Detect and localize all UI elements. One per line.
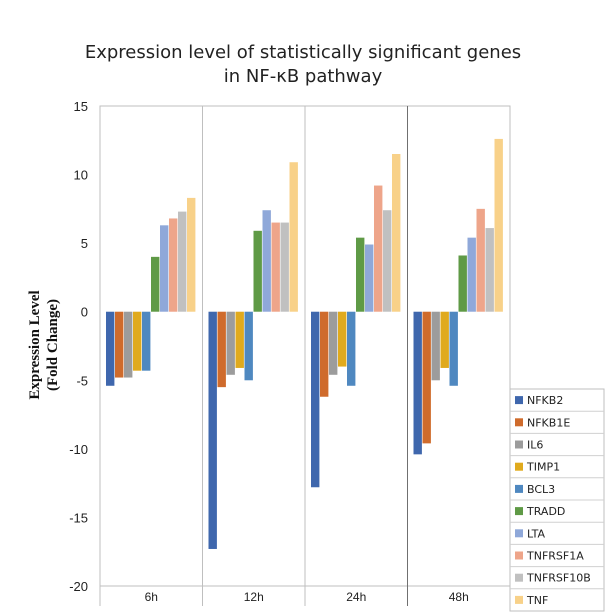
bar-lta-6h	[160, 225, 169, 312]
legend-swatch-bcl3	[515, 484, 523, 493]
bar-nfkb1e-6h	[115, 311, 124, 378]
bar-tnf-48h	[494, 138, 503, 312]
bar-tnf-12h	[289, 162, 298, 312]
legend-swatch-timp1	[515, 462, 523, 471]
legend-swatch-tnfrsf1a	[515, 551, 523, 560]
legend-label-tnf: TNF	[526, 594, 548, 607]
bar-bcl3-48h	[449, 311, 458, 386]
bar-bcl3-24h	[347, 311, 356, 386]
x-tick-label: 24h	[346, 590, 366, 604]
bar-nfkb1e-48h	[422, 311, 431, 444]
y-tick-label: -20	[69, 579, 88, 594]
bar-nfkb2-12h	[208, 311, 217, 549]
legend-label-timp1: TIMP1	[526, 461, 560, 474]
legend-swatch-tradd	[515, 507, 523, 516]
legend-swatch-il6	[515, 440, 523, 449]
legend: NFKB2 NFKB1E IL6 TIMP1 BCL3 TRADD LTA TNFRSF1A T…	[509, 388, 605, 612]
legend-swatch-nfkb1e	[515, 418, 523, 427]
bar-bcl3-6h	[142, 311, 151, 371]
legend-swatch-tnf	[515, 595, 523, 604]
bar-il6-48h	[431, 311, 440, 381]
legend-label-bcl3: BCL3	[527, 483, 555, 496]
y-tick-label: -5	[76, 373, 88, 388]
legend-swatch-nfkb2	[515, 396, 523, 405]
y-tick-label: 5	[81, 236, 88, 251]
x-tick-label: 6h	[145, 590, 158, 604]
bar-nfkb1e-24h	[320, 311, 329, 397]
legend-label-tnfrsf10b: TNFRSF10B	[526, 572, 591, 585]
bar-il6-24h	[329, 311, 338, 375]
bar-tnf-6h	[187, 197, 196, 312]
bar-il6-12h	[226, 311, 235, 375]
y-axis-label-line-1: Expression Level	[27, 290, 43, 399]
y-tick-label: 0	[81, 305, 88, 320]
legend-label-tradd: TRADD	[526, 505, 565, 518]
y-tick-label: 15	[74, 99, 88, 114]
legend-label-tnfrsf1a: TNFRSF1A	[526, 550, 584, 563]
y-axis-ticks: 15 10 5 0 -5 -10 -15 -20	[69, 99, 88, 594]
x-tick-label: 48h	[449, 590, 469, 604]
y-tick-label: -10	[69, 442, 88, 457]
bar-tradd-24h	[356, 237, 365, 312]
y-tick-label: 10	[74, 168, 88, 183]
bar-tnfrsf10b-24h	[383, 210, 392, 312]
plot-area	[99, 105, 511, 606]
x-tick-label: 12h	[244, 590, 264, 604]
legend-swatch-tnfrsf10b	[515, 573, 523, 582]
bar-tnfrsf1a-48h	[476, 208, 485, 312]
bar-tnfrsf10b-12h	[280, 222, 289, 312]
bar-timp1-12h	[235, 311, 244, 368]
x-axis-categories: 6h 12h 24h 48h	[145, 590, 469, 604]
bar-tnfrsf1a-12h	[271, 222, 280, 312]
bar-tradd-6h	[151, 256, 160, 312]
bar-tnfrsf10b-6h	[178, 211, 187, 312]
bar-tradd-12h	[253, 230, 262, 312]
legend-label-lta: LTA	[527, 527, 545, 540]
bar-bcl3-12h	[244, 311, 253, 381]
bar-nfkb2-48h	[413, 311, 422, 455]
legend-label-il6: IL6	[527, 439, 543, 452]
legend-label-nfkb1e: NFKB1E	[527, 416, 570, 429]
bar-nfkb1e-12h	[217, 311, 226, 388]
bar-tnf-24h	[392, 154, 401, 312]
legend-swatch-lta	[515, 529, 523, 538]
y-axis-label-line-2: (Fold Change)	[45, 299, 61, 391]
bar-nfkb2-6h	[106, 311, 115, 386]
bar-tradd-48h	[458, 255, 467, 312]
bar-il6-6h	[124, 311, 133, 378]
bar-timp1-48h	[440, 311, 449, 368]
bar-lta-24h	[365, 244, 374, 312]
bar-nfkb2-24h	[311, 311, 320, 488]
bars	[106, 138, 503, 549]
bar-lta-48h	[467, 237, 476, 312]
bar-lta-12h	[262, 210, 271, 312]
bar-timp1-6h	[133, 311, 142, 371]
y-tick-label: -15	[69, 510, 88, 525]
chart-title-line-2: in NF-κB pathway	[224, 66, 383, 87]
bar-timp1-24h	[338, 311, 347, 367]
bar-tnfrsf1a-6h	[169, 218, 178, 312]
legend-label-nfkb2: NFKB2	[527, 394, 563, 407]
bar-tnfrsf10b-48h	[485, 228, 494, 312]
bar-tnfrsf1a-24h	[374, 185, 383, 312]
chart-title-line-1: Expression level of statistically signif…	[85, 42, 521, 63]
